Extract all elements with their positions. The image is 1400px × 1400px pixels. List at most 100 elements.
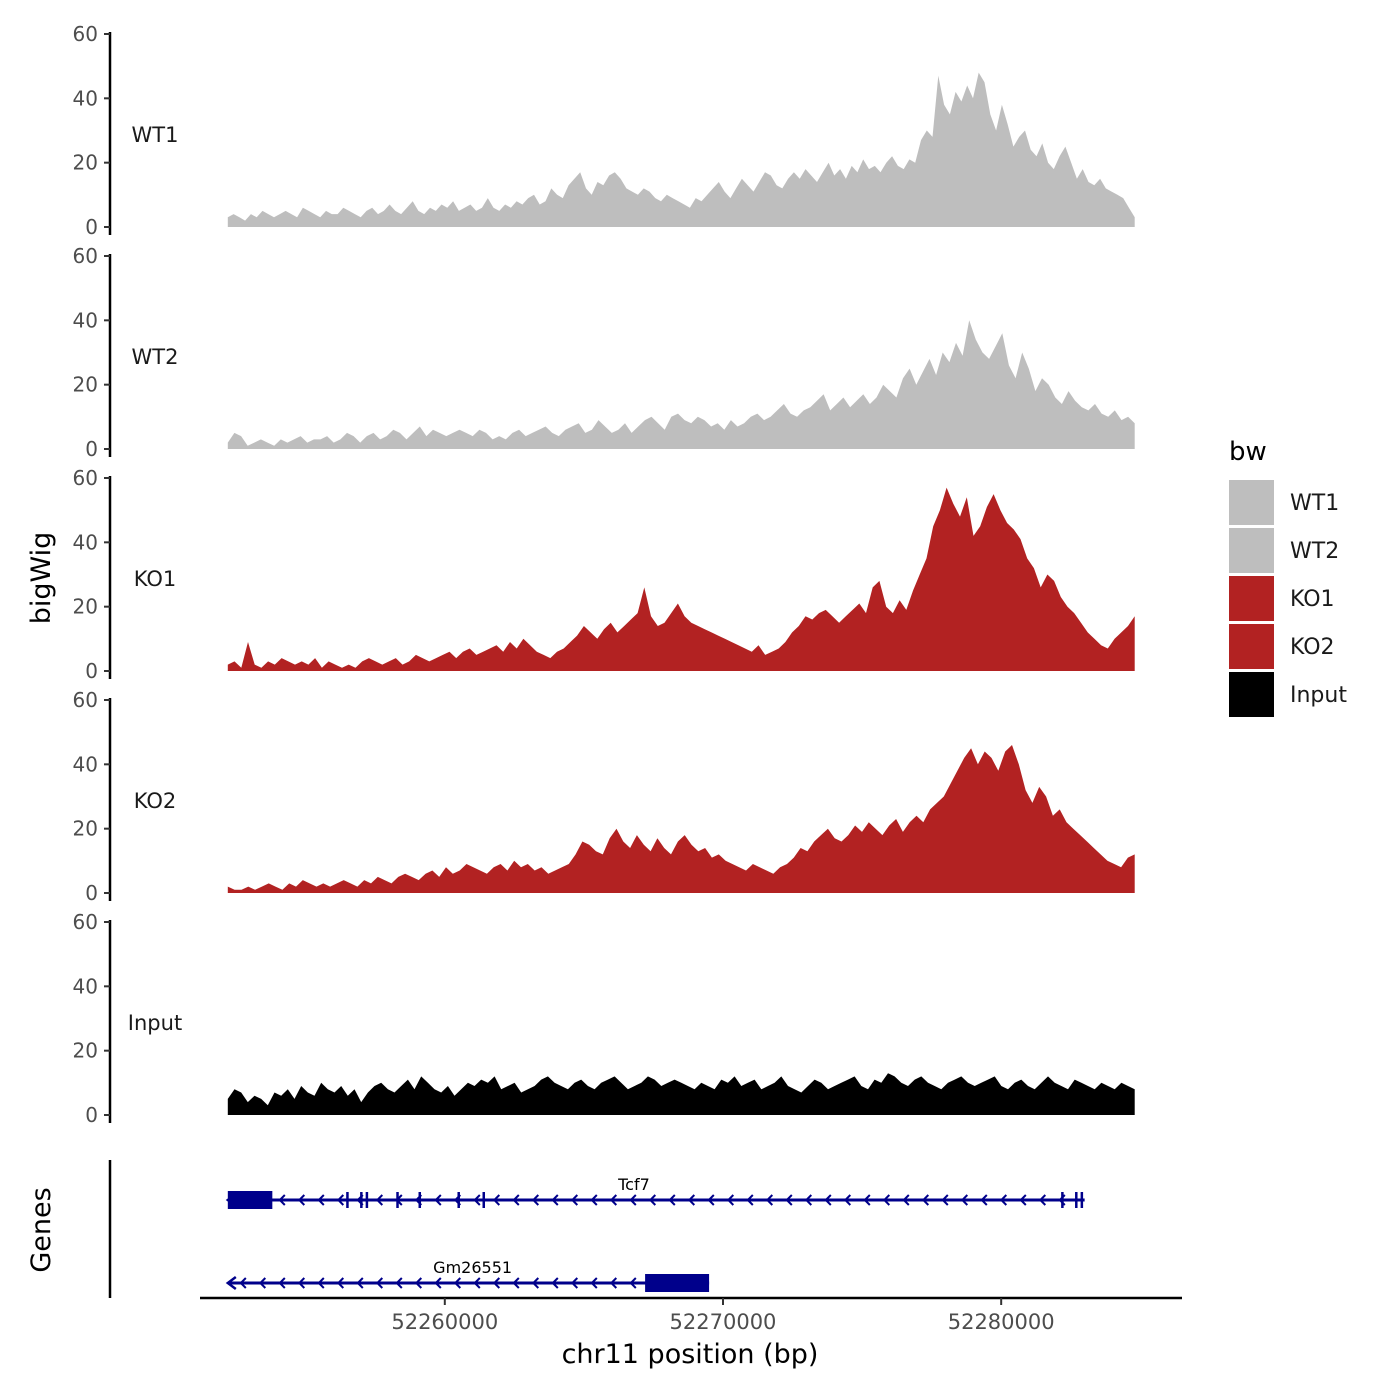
strand-arrow: [609, 1277, 618, 1289]
legend-label: WT2: [1290, 539, 1339, 564]
strand-arrow: [648, 1194, 657, 1206]
y-tick-label: 40: [73, 530, 98, 554]
area-wt2: [227, 320, 1135, 449]
strand-arrow: [434, 1277, 442, 1289]
genes-track-label: Genes: [26, 1187, 57, 1272]
strand-arrow: [765, 1194, 774, 1206]
strand-arrow: [395, 1277, 403, 1289]
y-axis-title: bigWig: [26, 532, 57, 625]
area-ko2: [227, 745, 1135, 893]
y-tick-label: 20: [73, 373, 98, 397]
y-tick-label: 20: [73, 817, 98, 841]
strand-arrow: [375, 1277, 384, 1289]
track-input: 0 20 40 60 Input: [73, 910, 1135, 1127]
strand-arrow: [902, 1194, 910, 1206]
area-input: [227, 1073, 1135, 1115]
legend-swatch: [1229, 528, 1274, 573]
legend: bw WT1 WT2 KO1 KO2 Input: [1229, 437, 1347, 717]
strand-arrow: [512, 1194, 520, 1206]
gene-gm26551: Gm26551: [225, 1258, 710, 1292]
legend-item-input: Input: [1229, 672, 1347, 717]
legend-swatch: [1229, 576, 1274, 621]
strand-arrow: [434, 1194, 442, 1206]
y-tick-label: 20: [73, 151, 98, 175]
legend-swatch: [1229, 624, 1274, 669]
y-tick-label: 0: [85, 881, 98, 905]
legend-item-ko2: KO2: [1229, 624, 1335, 669]
y-tick-label: 40: [73, 308, 98, 332]
strand-arrow: [687, 1194, 696, 1206]
y-tick-label: 0: [85, 215, 98, 239]
strand-arrow: [843, 1194, 852, 1206]
strand-arrow: [941, 1194, 949, 1206]
legend-label: Input: [1290, 683, 1347, 708]
strand-arrow: [414, 1277, 423, 1289]
track-label-input: Input: [128, 1011, 182, 1035]
y-tick-label: 40: [73, 752, 98, 776]
strand-arrow: [629, 1277, 637, 1289]
strand-arrow: [882, 1194, 891, 1206]
y-tick-label: 60: [73, 244, 98, 268]
genes-track: Tcf7 Gm26551: [108, 1160, 1085, 1298]
strand-arrow: [999, 1194, 1008, 1206]
x-tick-label: 52260000: [391, 1310, 498, 1334]
strand-arrow: [453, 1277, 462, 1289]
track-ko1: 0 20 40 60 KO1: [73, 466, 1135, 683]
strand-arrow: [473, 1194, 481, 1206]
strand-arrow: [921, 1194, 930, 1206]
y-tick-label: 40: [73, 974, 98, 998]
legend-item-ko1: KO1: [1229, 576, 1335, 621]
strand-arrow: [278, 1277, 286, 1289]
legend-item-wt1: WT1: [1229, 480, 1339, 525]
track-label-ko1: KO1: [134, 567, 177, 591]
legend-title: bw: [1229, 437, 1267, 467]
strand-arrow: [317, 1194, 325, 1206]
strand-arrow: [570, 1194, 579, 1206]
strand-arrow: [629, 1194, 637, 1206]
legend-label: KO1: [1290, 587, 1335, 612]
strand-arrow: [336, 1277, 345, 1289]
coverage-tracks: 0 20 40 60 WT1 0 20 40 60 WT2 0 20 40 60 KO1 0 20 40 60 KO2…: [73, 22, 1135, 1127]
strand-arrow: [531, 1277, 540, 1289]
y-tick-label: 60: [73, 688, 98, 712]
track-label-ko2: KO2: [134, 789, 177, 813]
strand-arrow: [258, 1277, 267, 1289]
legend-label: WT1: [1290, 491, 1339, 516]
strand-arrow: [804, 1194, 813, 1206]
y-tick-label: 60: [73, 466, 98, 490]
strand-arrow: [278, 1194, 286, 1206]
strand-arrow: [785, 1194, 793, 1206]
strand-arrow: [960, 1194, 969, 1206]
strand-arrow: [863, 1194, 871, 1206]
x-axis: 52260000 52270000 52280000: [200, 1296, 1182, 1334]
strand-arrow: [746, 1194, 754, 1206]
strand-arrow: [473, 1277, 481, 1289]
legend-swatch: [1229, 672, 1274, 717]
strand-arrow: [668, 1194, 676, 1206]
y-tick-label: 60: [73, 910, 98, 934]
strand-arrow: [707, 1194, 715, 1206]
strand-arrow: [570, 1277, 579, 1289]
strand-arrow: [609, 1194, 618, 1206]
y-tick-label: 40: [73, 86, 98, 110]
strand-arrow: [824, 1194, 832, 1206]
x-axis-title: chr11 position (bp): [562, 1339, 819, 1370]
strand-arrow: [297, 1277, 306, 1289]
strand-arrow: [980, 1194, 988, 1206]
track-label-wt1: WT1: [132, 123, 179, 147]
track-wt1: 0 20 40 60 WT1: [73, 22, 1135, 239]
track-label-wt2: WT2: [132, 345, 179, 369]
gene-name-label: Gm26551: [433, 1258, 512, 1277]
strand-arrow: [531, 1194, 540, 1206]
legend-swatch: [1229, 480, 1274, 525]
y-tick-label: 0: [85, 437, 98, 461]
strand-arrow: [1038, 1194, 1047, 1206]
strand-arrow: [1019, 1194, 1027, 1206]
strand-arrow: [297, 1194, 306, 1206]
strand-arrow: [551, 1277, 559, 1289]
strand-arrow: [317, 1277, 325, 1289]
strand-arrow: [512, 1277, 520, 1289]
y-tick-label: 60: [73, 22, 98, 46]
